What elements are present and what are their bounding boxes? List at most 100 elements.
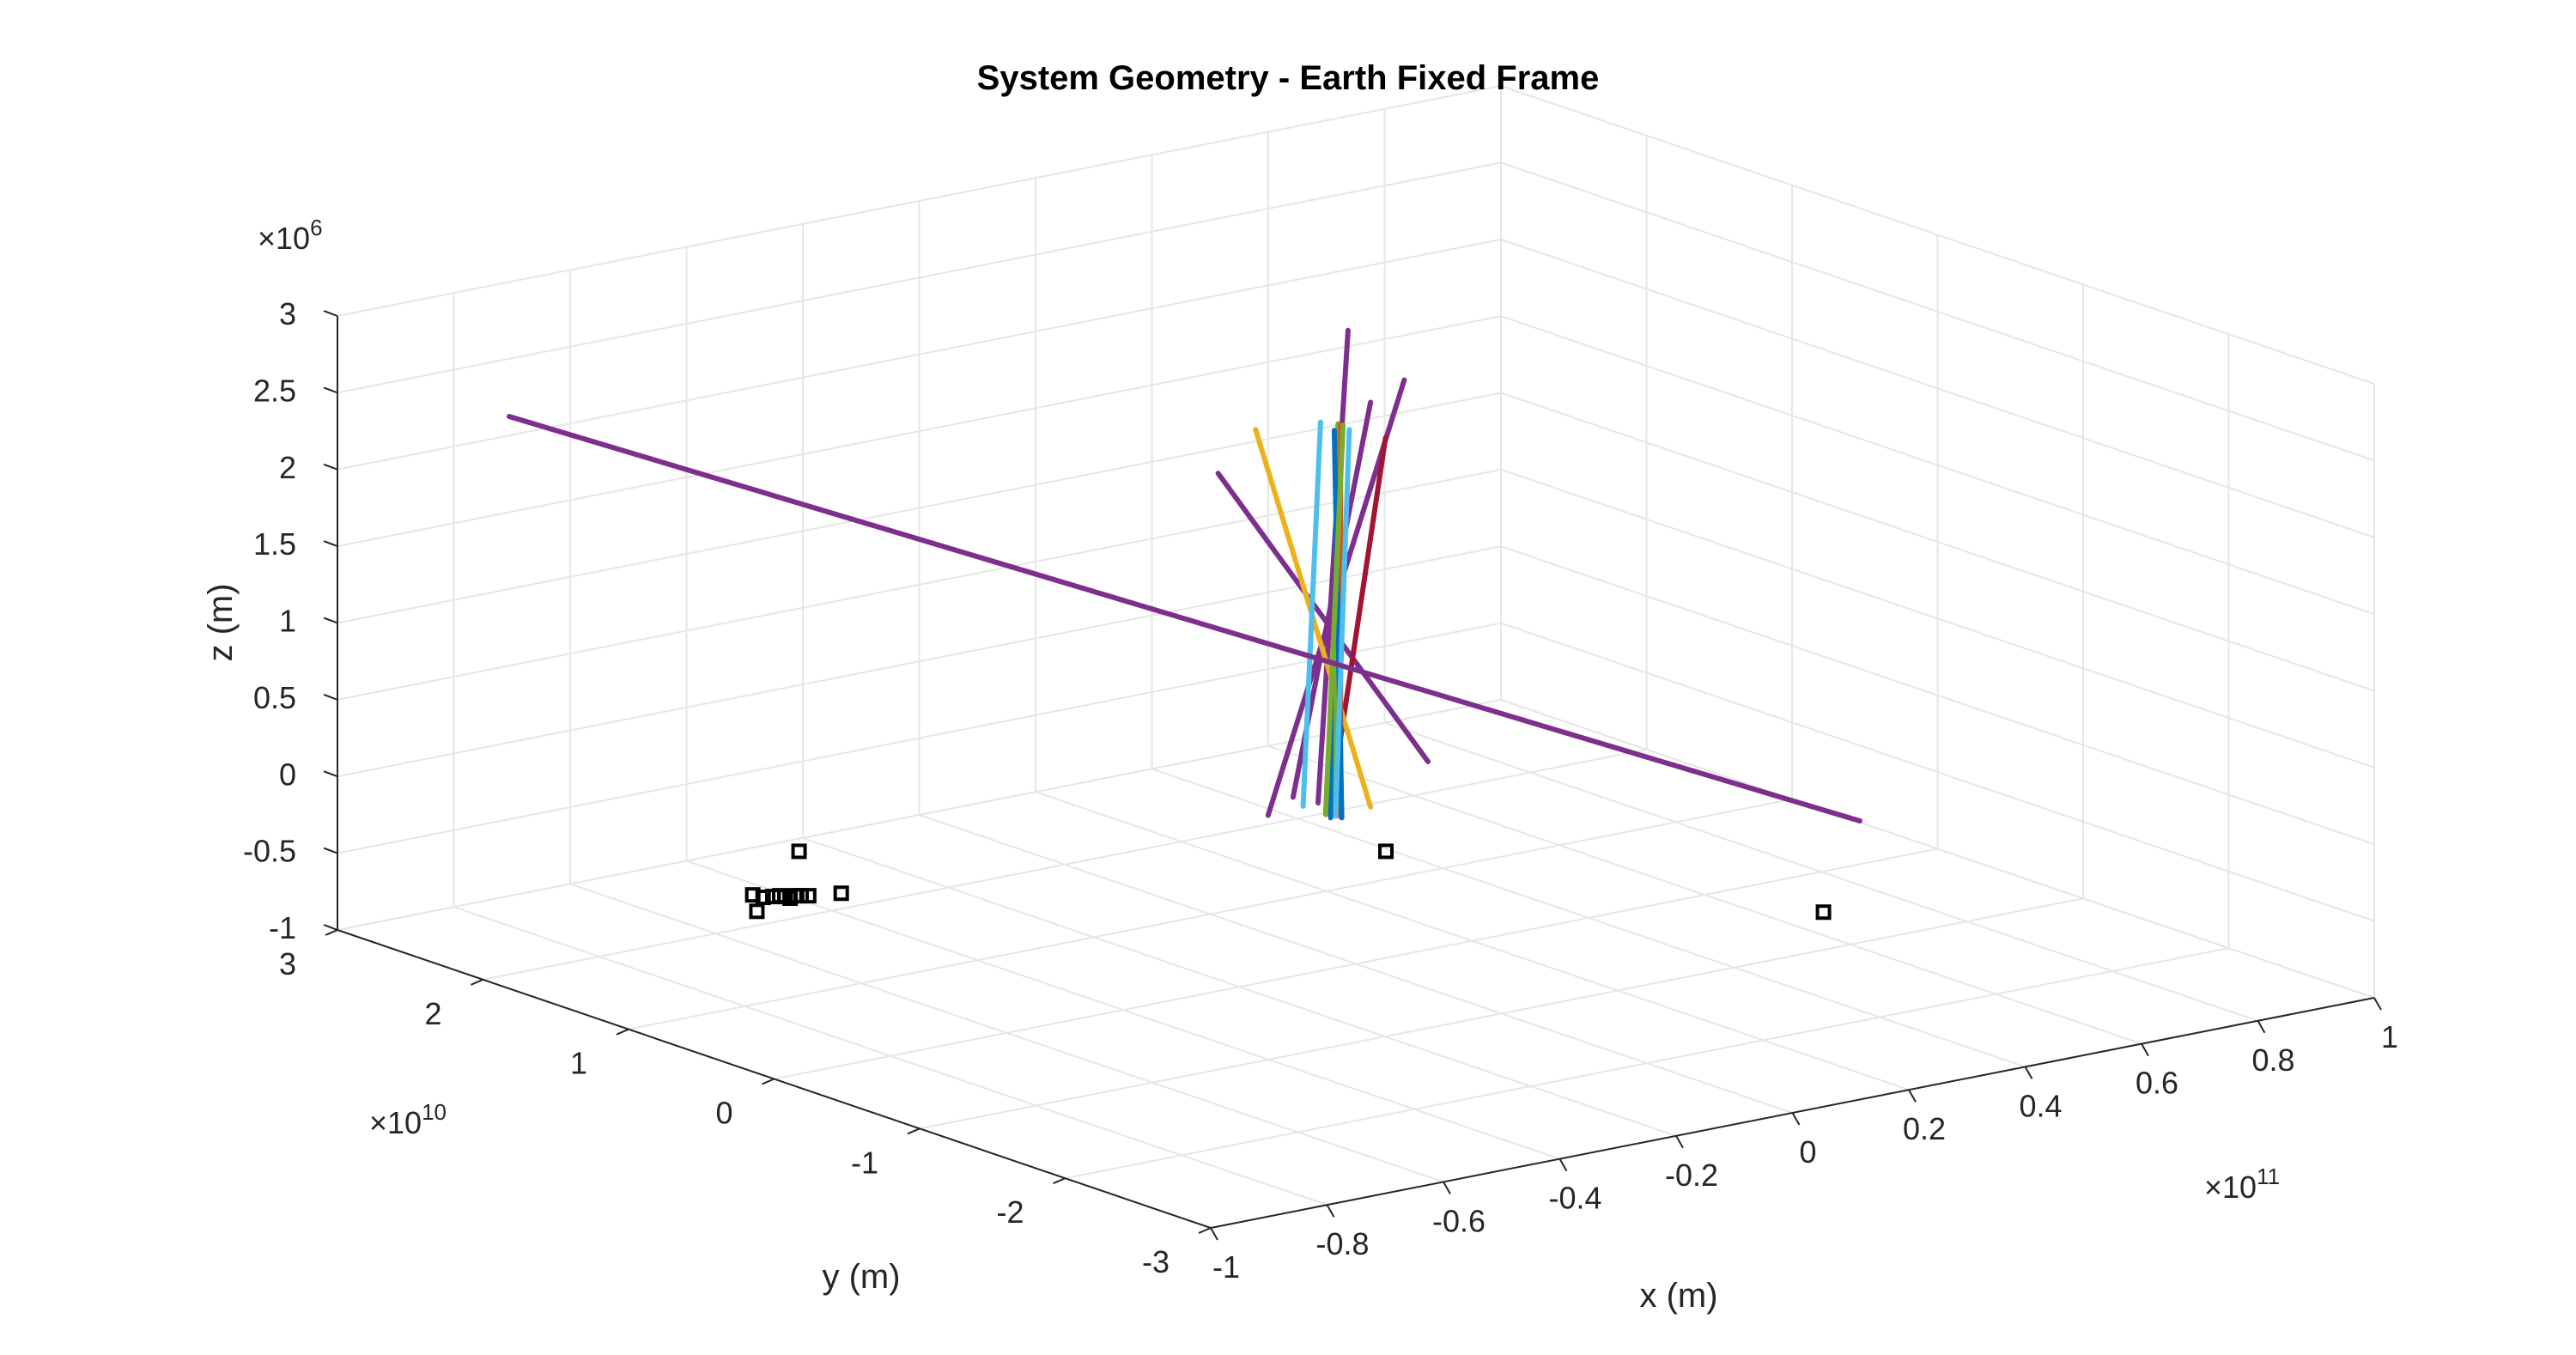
z-tick-label: 1 <box>279 604 296 639</box>
x-tick-mark <box>1908 1089 1917 1103</box>
marker-point <box>1378 843 1394 860</box>
series-line-long <box>507 414 1862 823</box>
y-tick-label: 2 <box>424 996 441 1031</box>
back-wall-gridline-z <box>337 315 1502 548</box>
side-wall-gridline-z <box>1500 622 2375 922</box>
marker-point <box>833 885 849 902</box>
y-tick-mark <box>1053 1177 1066 1185</box>
x-tick-mark <box>1326 1204 1335 1218</box>
back-wall-gridline-z <box>337 85 1502 317</box>
x-tick-label: -0.8 <box>1315 1226 1369 1261</box>
series-line-10 <box>1331 428 1345 821</box>
y-tick-label: 0 <box>715 1096 732 1131</box>
data-layer <box>507 327 1862 921</box>
series-line-6 <box>1300 419 1323 809</box>
axis-layer <box>323 310 2382 1241</box>
floor-gridline-y <box>628 798 1793 1030</box>
svg-text:×1010: ×1010 <box>369 1099 447 1140</box>
marker-point <box>1815 904 1832 921</box>
series-line-11 <box>1333 427 1352 819</box>
label-layer: -1 -0.8 -0.6 -0.4 -0.2 0 0.2 0.4 0.6 0.8 1 -3 -2 -1 0 1… <box>243 296 2398 1285</box>
z-tick-label: 3 <box>279 296 296 331</box>
z-exponent: ×106 <box>258 215 323 256</box>
marker-point <box>749 903 765 920</box>
x-tick-label: -0.4 <box>1548 1181 1601 1216</box>
y-tick-mark <box>616 1028 629 1036</box>
chart-title: System Geometry - Earth Fixed Frame <box>977 59 1600 97</box>
z-tick-mark <box>323 386 338 394</box>
y-tick-label: -2 <box>996 1194 1024 1230</box>
x-exponent: ×1011 <box>2204 1164 2280 1205</box>
x-tick-mark <box>2373 997 2382 1011</box>
z-tick-label: 2.5 <box>253 373 296 408</box>
side-wall-gridline-z <box>1500 392 2375 692</box>
z-tick-label: 1.5 <box>253 526 296 562</box>
x-tick-mark <box>1791 1112 1801 1126</box>
marker-point <box>755 890 771 906</box>
side-wall-gridline-z <box>1500 85 2375 385</box>
x-tick-label: -1 <box>1212 1249 1240 1285</box>
back-wall-gridline-z <box>337 545 1502 778</box>
svg-text:×106: ×106 <box>258 215 323 256</box>
side-wall-gridline-z <box>1500 238 2375 538</box>
z-tick-label: -0.5 <box>243 834 296 869</box>
y-tick-label: 1 <box>570 1046 587 1081</box>
floor-gridline-y <box>1065 947 2229 1180</box>
x-tick-label: 0.8 <box>2251 1042 2294 1078</box>
z-axis-label: z (m) <box>202 583 240 661</box>
x-tick-mark <box>2024 1066 2033 1079</box>
y-tick-mark <box>907 1127 920 1135</box>
y-tick-mark <box>1198 1227 1212 1234</box>
z-tick-mark <box>323 924 338 931</box>
z-tick-mark <box>323 617 338 624</box>
z-tick-mark <box>323 847 338 854</box>
x-tick-label: -0.2 <box>1665 1158 1718 1193</box>
x-tick-mark <box>2141 1043 2149 1057</box>
x-tick-mark <box>1558 1158 1568 1172</box>
x-tick-mark <box>1675 1135 1684 1149</box>
svg-text:×1011: ×1011 <box>2204 1164 2280 1205</box>
z-tick-label: 0.5 <box>253 680 296 715</box>
side-wall-gridline-z <box>1500 315 2375 616</box>
x-tick-label: 0 <box>1799 1134 1816 1170</box>
z-tick-label: 2 <box>279 450 296 485</box>
z-tick-mark <box>323 463 338 471</box>
side-wall-gridline-z <box>1500 699 2375 999</box>
x-tick-label: 0.4 <box>2019 1088 2062 1123</box>
floor-gridline-y <box>919 897 2084 1130</box>
series-line-2 <box>1215 471 1431 764</box>
x-tick-mark <box>2257 1020 2266 1034</box>
z-tick-mark <box>323 540 338 548</box>
y-tick-mark <box>325 929 338 936</box>
series-line-1 <box>1315 327 1351 806</box>
side-wall-gridline-z <box>1500 468 2375 769</box>
series-line-12 <box>1322 422 1346 817</box>
marker-point <box>791 843 807 860</box>
marker-point <box>800 888 817 904</box>
back-wall-gridline-z <box>337 392 1502 624</box>
y-tick-mark <box>471 978 483 986</box>
y-axis-label: y (m) <box>822 1258 900 1296</box>
x-tick-label: 0.6 <box>2136 1066 2178 1101</box>
x-tick-label: 1 <box>2381 1019 2398 1054</box>
z-tick-label: -1 <box>269 910 296 945</box>
floor-gridline-y <box>483 748 1647 981</box>
back-wall-gridline-z <box>337 622 1502 854</box>
grid-layer <box>337 85 2375 1229</box>
y-tick-mark <box>762 1078 775 1085</box>
z-tick-label: 0 <box>279 756 296 792</box>
x-tick-label: -0.6 <box>1432 1203 1485 1238</box>
y-tick-label: -3 <box>1142 1244 1170 1279</box>
y-tick-label: -1 <box>851 1145 878 1180</box>
back-wall-gridline-z <box>337 238 1502 471</box>
floor-gridline-y <box>774 848 1938 1080</box>
x-tick-mark <box>1210 1227 1218 1241</box>
z-tick-mark <box>323 310 338 317</box>
y-tick-label: 3 <box>279 946 296 981</box>
side-wall-gridline-z <box>1500 545 2375 846</box>
y-exponent: ×1010 <box>369 1099 447 1140</box>
back-wall-gridline-z <box>337 468 1502 701</box>
side-wall-gridline-z <box>1500 161 2375 462</box>
